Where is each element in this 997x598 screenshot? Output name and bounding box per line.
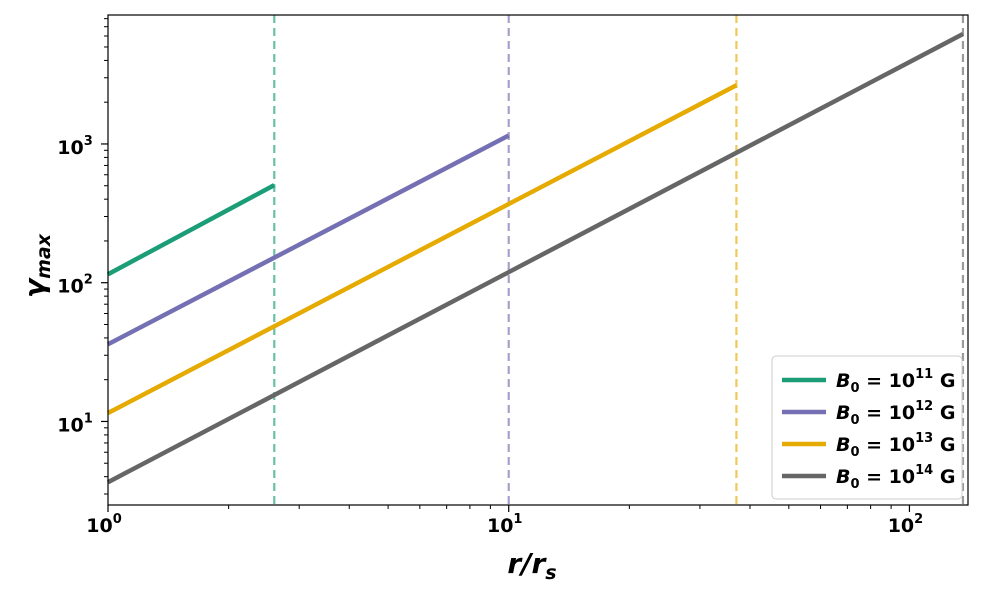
legend-label-subscript: 0 — [850, 477, 859, 492]
legend-label-exponent: 12 — [915, 399, 933, 414]
y-tick-label-base: 10 — [57, 276, 83, 298]
legend: B0 = 1011 GB0 = 1012 GB0 = 1013 GB0 = 10… — [771, 355, 963, 500]
y-tick-label: 101 — [57, 411, 93, 436]
line-series-4 — [106, 32, 964, 485]
legend-label-1: B0 = 1011 G — [836, 367, 955, 396]
legend-label-3: B0 = 1013 G — [836, 431, 955, 460]
y-axis-label-main: γ — [18, 277, 51, 298]
legend-label-equals: = 10 — [860, 466, 916, 488]
legend-label-4: B0 = 1014 G — [836, 463, 955, 492]
legend-label-symbol: B — [836, 370, 850, 392]
y-tick-label-exponent: 2 — [84, 273, 93, 288]
x-axis-label-main: r/r — [507, 547, 547, 580]
x-tick-label: 100 — [86, 512, 122, 537]
x-tick-label-exponent: 1 — [513, 512, 522, 527]
legend-label-unit: G — [933, 370, 955, 392]
y-tick-label-exponent: 3 — [84, 134, 93, 149]
legend-label-exponent: 13 — [915, 431, 933, 446]
legend-label-symbol: B — [836, 434, 850, 456]
x-tick-label-base: 10 — [888, 515, 914, 537]
x-axis-label-subscript: s — [545, 562, 556, 584]
legend-label-equals: = 10 — [860, 402, 916, 424]
y-tick-label: 103 — [57, 134, 93, 159]
y-tick-label-base: 10 — [57, 137, 83, 159]
x-tick-label: 102 — [888, 512, 924, 537]
y-axis-label: γmax — [18, 233, 55, 298]
legend-label-exponent: 14 — [915, 463, 933, 478]
legend-label-equals: = 10 — [860, 370, 916, 392]
legend-label-unit: G — [933, 434, 955, 456]
line-series-2 — [106, 133, 510, 347]
x-axis-label: r/rs — [507, 547, 556, 584]
x-tick-label-base: 10 — [86, 515, 112, 537]
y-tick-label-base: 10 — [57, 414, 83, 436]
legend-label-subscript: 0 — [850, 381, 859, 396]
legend-label-unit: G — [933, 402, 955, 424]
x-axis-ticks: 100 101 102 — [86, 505, 923, 537]
legend-label-symbol: B — [836, 402, 850, 424]
legend-label-unit: G — [933, 466, 955, 488]
y-axis-label-subscript: max — [33, 233, 55, 279]
x-tick-label-exponent: 0 — [113, 512, 122, 527]
line-series-1 — [106, 183, 276, 277]
series-lines — [106, 32, 964, 485]
x-tick-label: 101 — [487, 512, 523, 537]
legend-label-equals: = 10 — [860, 434, 916, 456]
x-tick-label-base: 10 — [487, 515, 513, 537]
legend-label-subscript: 0 — [850, 445, 859, 460]
y-tick-label: 102 — [57, 273, 93, 298]
legend-label-exponent: 11 — [915, 367, 933, 382]
x-tick-label-exponent: 2 — [914, 512, 923, 527]
legend-label-subscript: 0 — [850, 413, 859, 428]
legend-box — [771, 355, 963, 500]
vertical-dashed-lines — [273, 15, 965, 505]
legend-label-2: B0 = 1012 G — [836, 399, 955, 428]
line-series-3 — [106, 83, 738, 416]
plot-frame — [107, 14, 969, 506]
y-tick-label-exponent: 1 — [84, 411, 93, 426]
legend-label-symbol: B — [836, 466, 850, 488]
